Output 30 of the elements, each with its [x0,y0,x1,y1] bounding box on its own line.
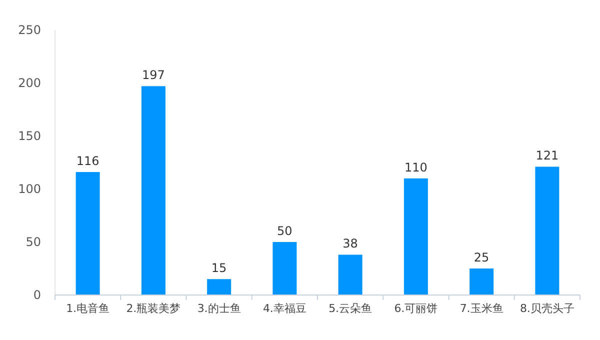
y-tick-label: 0 [33,288,41,302]
bar [535,166,560,295]
x-tick-label: 6.可丽饼 [394,302,438,315]
data-label: 15 [211,261,227,276]
bar [272,242,297,295]
x-tick-label: 7.玉米鱼 [460,302,504,315]
bar [141,86,166,295]
x-tick-label: 3.的士鱼 [197,302,241,315]
y-tick-label: 150 [18,129,41,144]
bar [470,268,494,295]
bar [338,254,362,295]
x-tick-label: 8.贝壳头子 [520,302,574,315]
data-label: 38 [342,236,358,251]
y-tick-label: 50 [26,235,41,250]
data-label: 116 [76,154,100,168]
data-label: 121 [536,148,559,163]
bar [404,178,428,295]
data-label: 50 [277,224,292,238]
y-tick-label: 250 [18,23,41,38]
x-tick-label: 2.瓶装美梦 [126,302,181,315]
data-label: 25 [474,250,490,264]
x-tick-label: 5.云朵鱼 [328,302,372,315]
y-tick-label: 200 [18,76,41,90]
data-label: 197 [142,68,165,82]
data-label: 110 [404,160,428,174]
bar [207,279,232,295]
x-tick-label: 4.幸福豆 [262,302,306,315]
y-tick-label: 100 [18,182,41,196]
bar [76,172,100,295]
x-tick-label: 1.电音鱼 [66,302,110,315]
